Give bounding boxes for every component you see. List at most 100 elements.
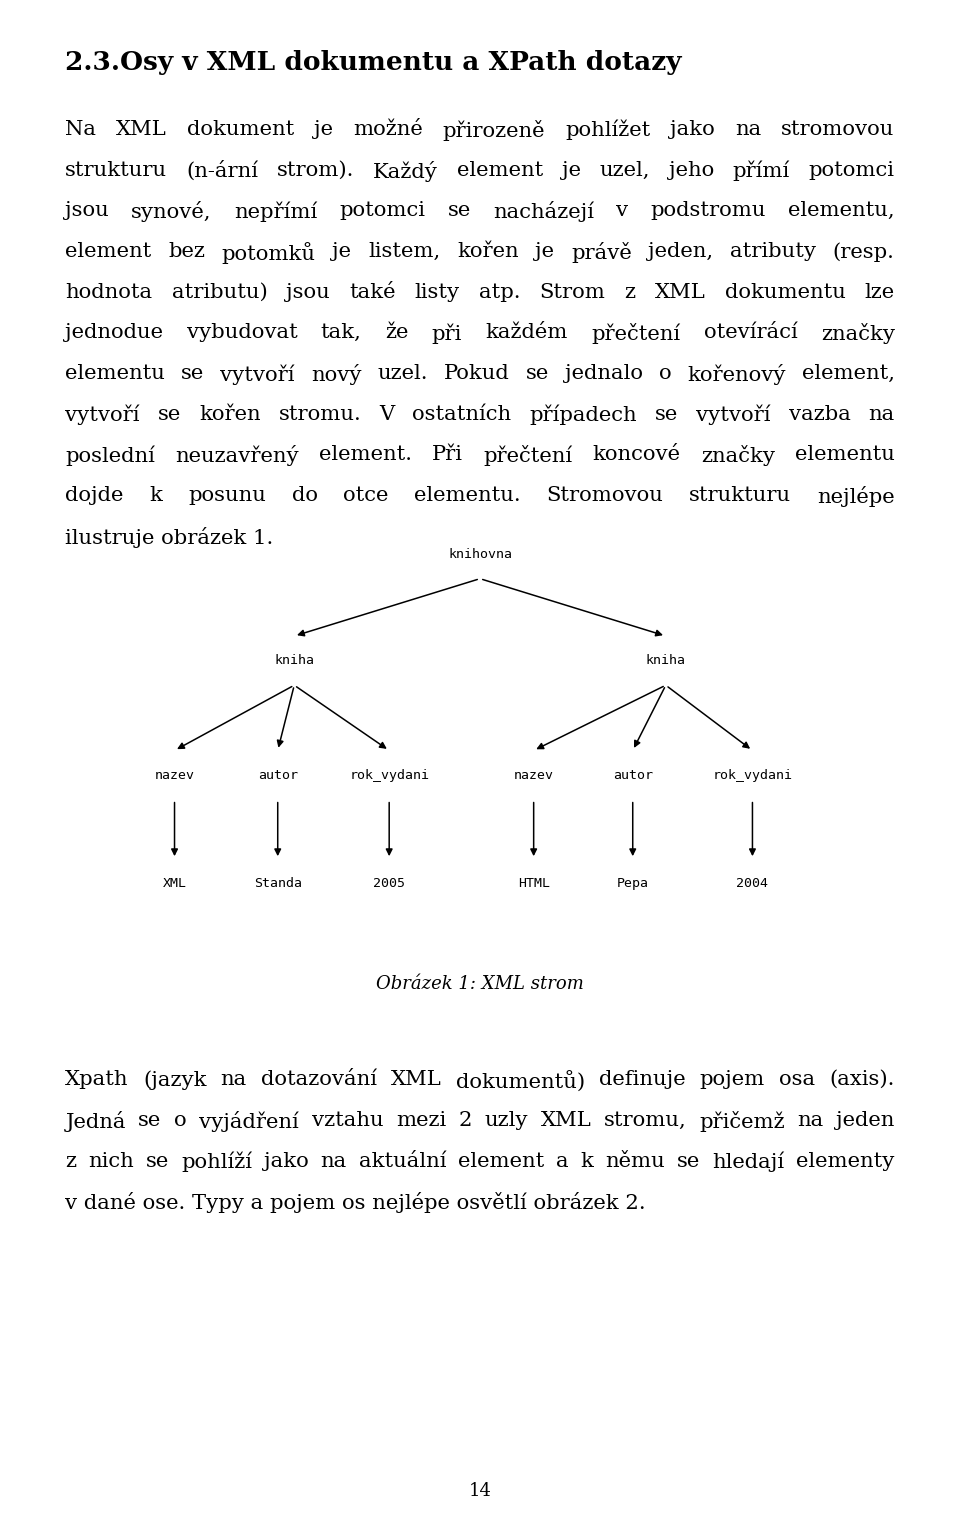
Text: element: element [65, 241, 152, 261]
Text: kniha: kniha [275, 654, 314, 666]
Text: element,: element, [802, 364, 895, 383]
Text: každém: každém [486, 323, 567, 343]
Text: Při: Při [432, 445, 463, 465]
Text: jednodue: jednodue [65, 323, 163, 343]
Text: rok_vydani: rok_vydani [712, 768, 792, 782]
Text: pojem: pojem [700, 1070, 765, 1090]
Text: hledají: hledají [712, 1152, 784, 1172]
Text: z: z [625, 282, 636, 302]
Text: z: z [65, 1152, 76, 1170]
Text: je: je [332, 241, 351, 261]
Text: na: na [735, 120, 761, 140]
Text: nový: nový [311, 364, 361, 386]
Text: jeden: jeden [836, 1111, 895, 1129]
Text: (jazyk: (jazyk [143, 1070, 206, 1090]
Text: do: do [292, 486, 318, 505]
Text: (n-ární: (n-ární [186, 161, 258, 181]
Text: se: se [157, 405, 181, 424]
Text: značky: značky [821, 323, 895, 345]
Text: o: o [174, 1111, 187, 1129]
Text: 2004: 2004 [736, 877, 768, 890]
Text: bez: bez [168, 241, 205, 261]
Text: k: k [581, 1152, 593, 1170]
Text: na: na [221, 1070, 247, 1090]
Text: Na: Na [65, 120, 96, 140]
Text: dokumentu: dokumentu [725, 282, 846, 302]
Text: strukturu: strukturu [65, 161, 167, 179]
Text: jsou: jsou [65, 202, 109, 220]
Text: XML: XML [391, 1070, 442, 1090]
Text: kořenový: kořenový [687, 364, 785, 386]
Text: aktuální: aktuální [359, 1152, 446, 1170]
Text: na: na [321, 1152, 347, 1170]
Text: atp.: atp. [479, 282, 520, 302]
Text: kniha: kniha [646, 654, 685, 666]
Text: synové,: synové, [132, 202, 212, 222]
Text: koncové: koncové [592, 445, 681, 465]
Text: atributy: atributy [731, 241, 816, 261]
Text: dokument: dokument [187, 120, 294, 140]
Text: potomků: potomků [222, 241, 316, 264]
Text: dotazování: dotazování [261, 1070, 377, 1090]
Text: atributu): atributu) [172, 282, 267, 302]
Text: nazev: nazev [155, 768, 195, 782]
Text: osa: osa [780, 1070, 815, 1090]
Text: V: V [379, 405, 395, 424]
Text: stromu.: stromu. [278, 405, 361, 424]
Text: potomci: potomci [339, 202, 425, 220]
Text: přirozeně: přirozeně [443, 120, 545, 141]
Text: listem,: listem, [368, 241, 441, 261]
Text: elementu: elementu [795, 445, 895, 465]
Text: mezi: mezi [396, 1111, 446, 1129]
Text: značky: značky [701, 445, 775, 466]
Text: potomci: potomci [808, 161, 895, 179]
Text: 14: 14 [468, 1482, 492, 1500]
Text: Standa: Standa [253, 877, 301, 890]
Text: a: a [556, 1152, 569, 1170]
Text: možné: možné [353, 120, 422, 140]
Text: listy: listy [415, 282, 460, 302]
Text: elementy: elementy [797, 1152, 895, 1170]
Text: se: se [447, 202, 470, 220]
Text: jako: jako [264, 1152, 308, 1170]
Text: tak,: tak, [321, 323, 362, 343]
Text: poslední: poslední [65, 445, 156, 466]
Text: k: k [150, 486, 162, 505]
Text: vazba: vazba [789, 405, 851, 424]
Text: posunu: posunu [188, 486, 266, 505]
Text: o: o [659, 364, 671, 383]
Text: Pepa: Pepa [616, 877, 649, 890]
Text: se: se [677, 1152, 701, 1170]
Text: také: také [349, 282, 396, 302]
Text: němu: němu [606, 1152, 665, 1170]
Text: jednalo: jednalo [564, 364, 642, 383]
Text: otevírácí: otevírácí [704, 323, 798, 343]
Text: jsou: jsou [286, 282, 330, 302]
Text: vytvoří: vytvoří [696, 405, 771, 425]
Text: vytvoří: vytvoří [65, 405, 140, 425]
Text: (axis).: (axis). [829, 1070, 895, 1090]
Text: uzly: uzly [485, 1111, 528, 1129]
Text: definuje: definuje [599, 1070, 685, 1090]
Text: vztahu: vztahu [312, 1111, 383, 1129]
Text: nacházejí: nacházejí [492, 202, 594, 222]
Text: Stromovou: Stromovou [546, 486, 663, 505]
Text: element: element [458, 1152, 544, 1170]
Text: XML: XML [116, 120, 167, 140]
Text: v: v [616, 202, 628, 220]
Text: Obrázek 1: XML strom: Obrázek 1: XML strom [376, 975, 584, 993]
Text: kořen: kořen [457, 241, 518, 261]
Text: podstromu: podstromu [651, 202, 766, 220]
Text: dokumentů): dokumentů) [456, 1070, 585, 1091]
Text: uzel.: uzel. [377, 364, 428, 383]
Text: elementu.: elementu. [415, 486, 521, 505]
Text: Každý: Každý [373, 161, 438, 182]
Text: kořen: kořen [199, 405, 260, 424]
Text: strukturu: strukturu [689, 486, 791, 505]
Text: stromu,: stromu, [604, 1111, 686, 1129]
Text: elementu,: elementu, [788, 202, 895, 220]
Text: nich: nich [88, 1152, 134, 1170]
Text: že: že [385, 323, 408, 343]
Text: Jedná: Jedná [65, 1111, 126, 1132]
Text: HTML: HTML [517, 877, 550, 890]
